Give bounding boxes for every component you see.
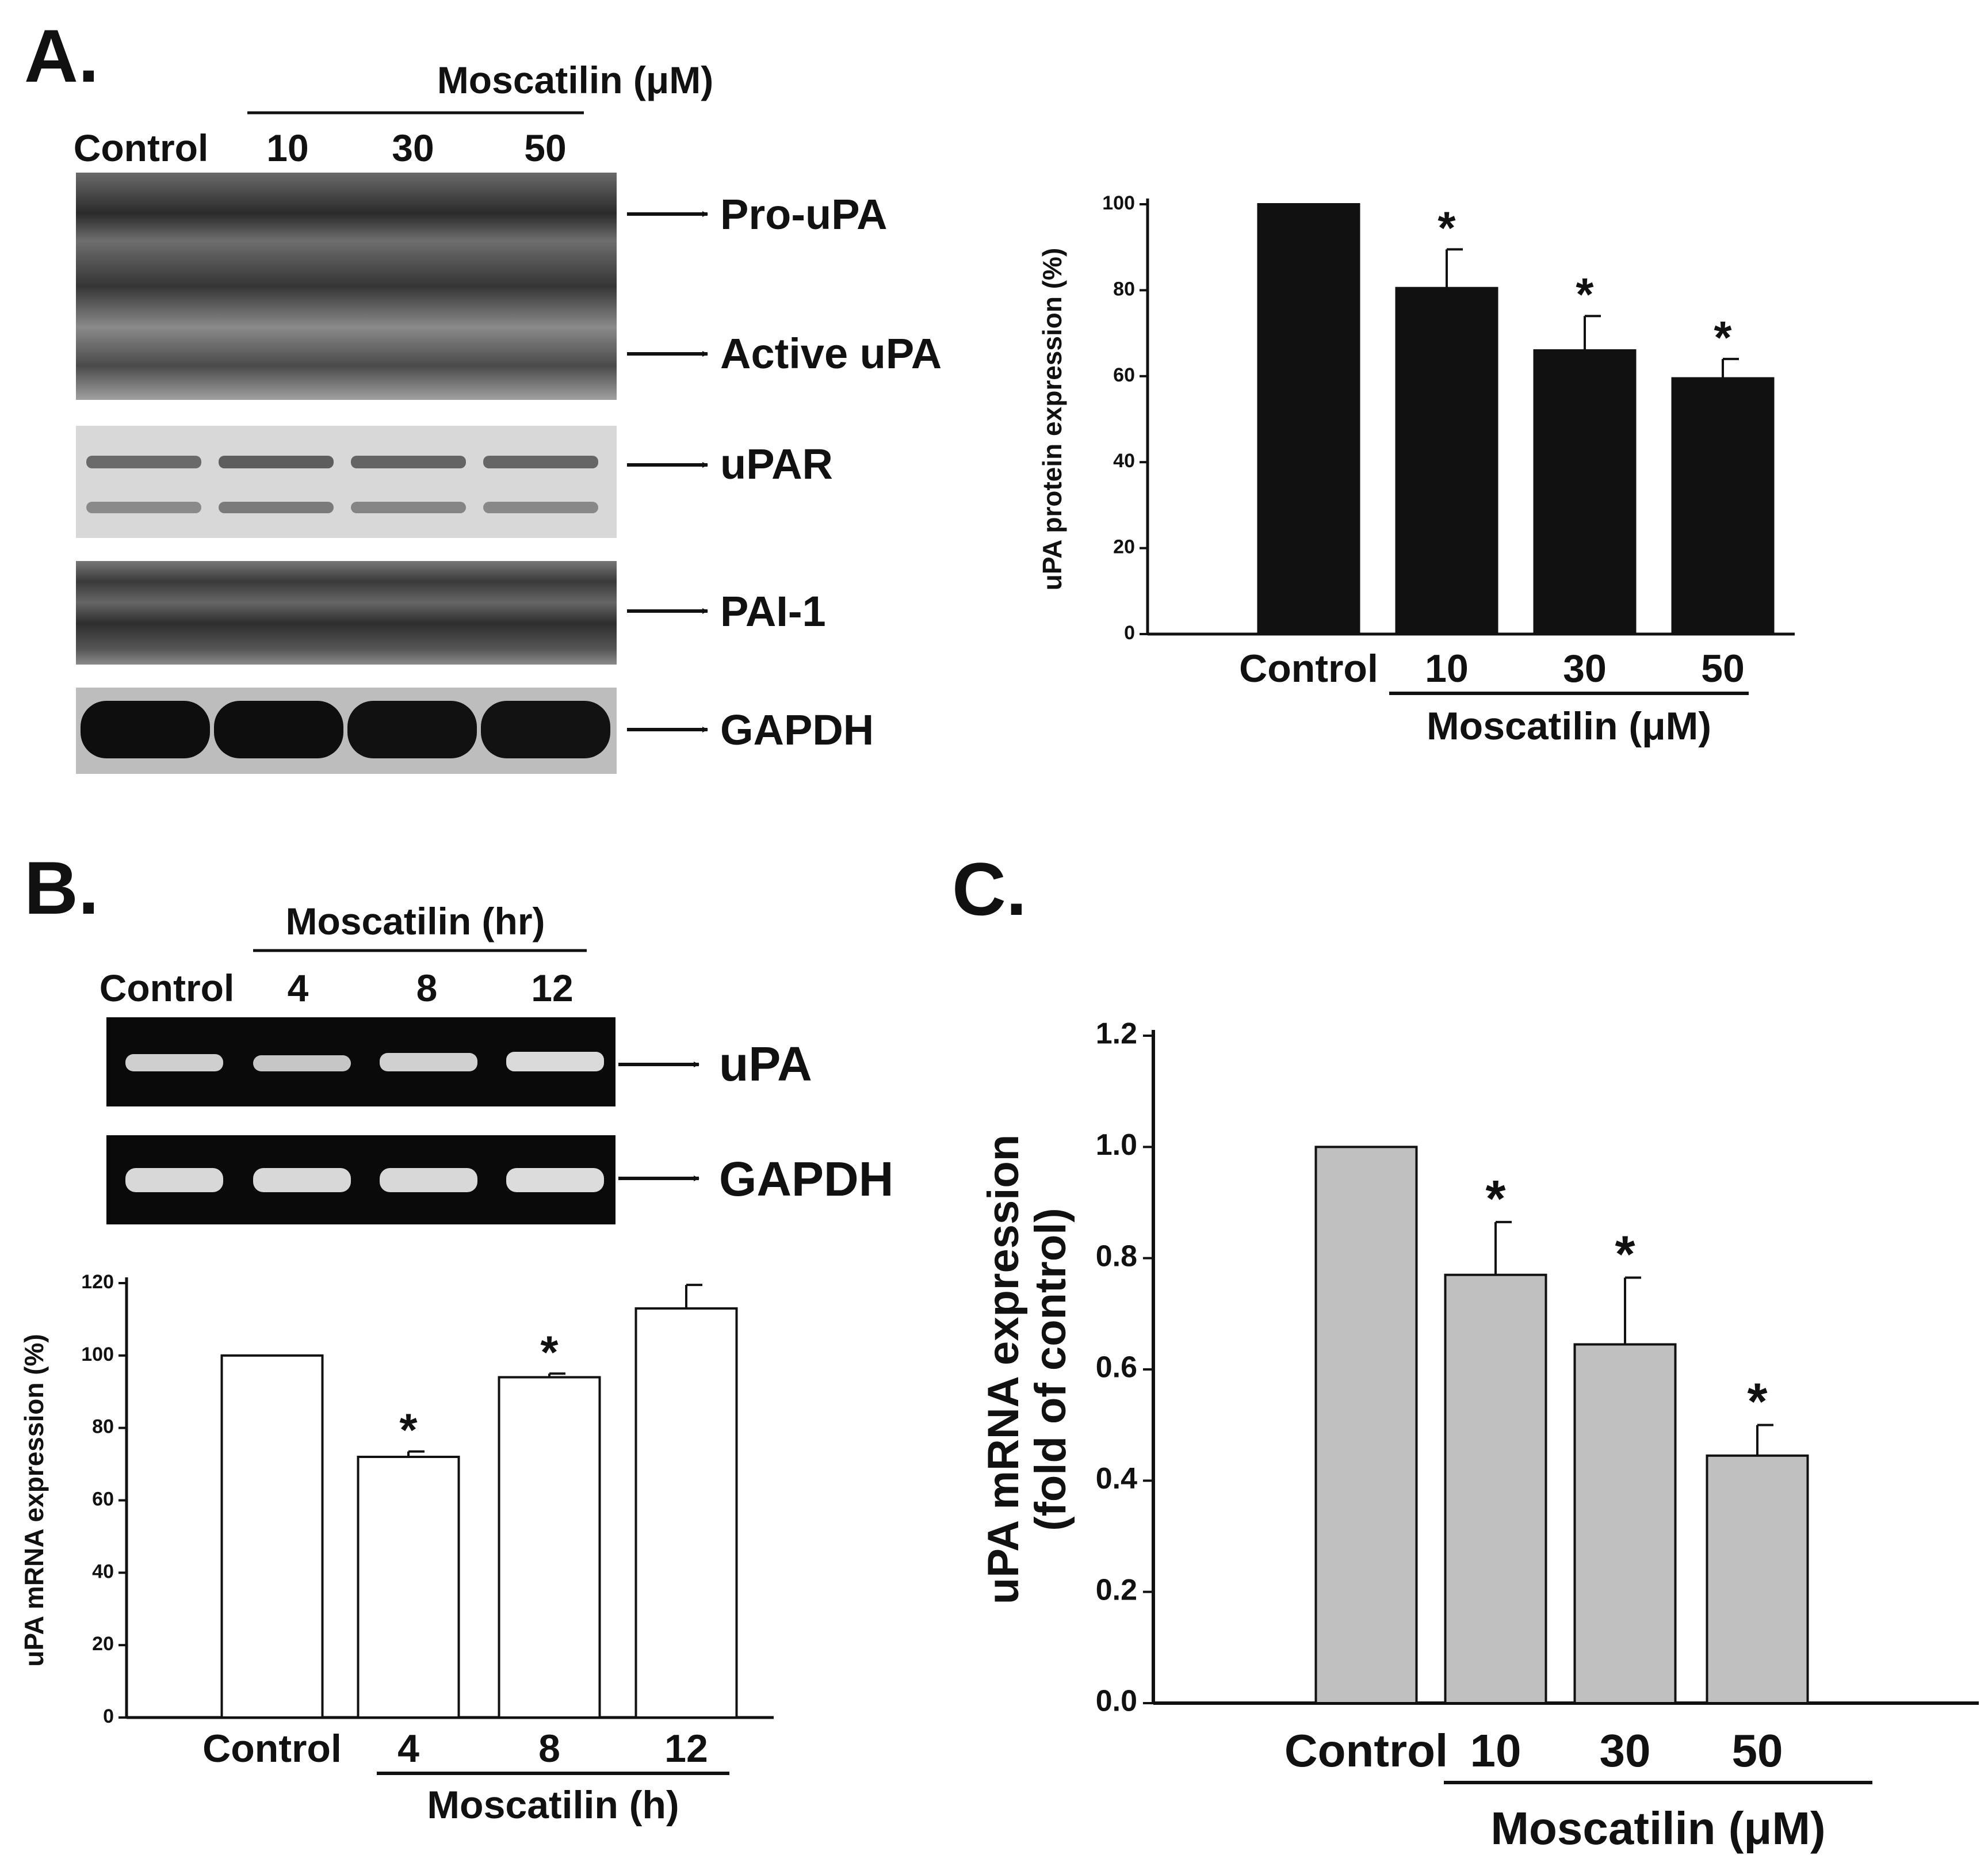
x-tick-label: 4 [397, 1727, 419, 1770]
blot-a-group-header: Moscatilin (μM) [437, 59, 713, 101]
blot-b-group-header: Moscatilin (hr) [285, 900, 545, 942]
blot-label-gapdh-b: GAPDH [719, 1152, 893, 1206]
blot-label-upar: uPAR [720, 440, 833, 488]
significance-star: * [1485, 1170, 1505, 1228]
panel-a: A. Moscatilin (μM) Control 10 30 50 [24, 14, 1795, 774]
significance-star: * [1615, 1226, 1635, 1284]
y-tick-label: 80 [1113, 278, 1135, 300]
y-tick-label: 0.6 [1096, 1351, 1137, 1384]
x-tick-label: 50 [1701, 647, 1745, 690]
panel-b-blot: Moscatilin (hr) Control 4 8 12 uPA [100, 900, 893, 1224]
blot-uPAR-image [76, 426, 617, 538]
group-label: Moscatilin (h) [427, 1783, 679, 1827]
x-tick-label: 50 [1732, 1725, 1783, 1776]
bar [1314, 1146, 1418, 1705]
blot-b-lane-12: 12 [531, 967, 573, 1009]
y-tick-label: 0.2 [1096, 1573, 1137, 1606]
bar [498, 1376, 601, 1719]
y-axis-title-line-2: (fold of control) [1026, 1208, 1075, 1531]
bar [1533, 349, 1637, 635]
bar [220, 1354, 324, 1719]
y-tick-label: 0.4 [1096, 1462, 1137, 1495]
x-tick-label: 10 [1470, 1725, 1521, 1776]
gel-uPA-bands [125, 1052, 604, 1071]
y-tick-label: 1.0 [1096, 1128, 1137, 1162]
blot-label-upa-b: uPA [719, 1037, 812, 1091]
bar [1444, 1273, 1547, 1705]
x-tick-label: 8 [538, 1727, 560, 1770]
y-tick-label: 0 [1124, 622, 1135, 644]
blot-a-lane-50: 50 [524, 127, 566, 169]
y-tick-label: 100 [81, 1344, 114, 1365]
y-tick-label: 60 [92, 1488, 114, 1510]
x-tick-label: Control [202, 1727, 342, 1770]
blot-uPA-image [76, 173, 617, 400]
significance-star: * [540, 1326, 559, 1377]
y-axis-title: uPA mRNA expression [979, 1135, 1028, 1604]
y-axis-title: uPA mRNA expression (%) [19, 1334, 49, 1667]
group-label: Moscatilin (μM) [1490, 1803, 1825, 1854]
blot-GAPDH-bands [81, 701, 610, 758]
blot-uPAR-bands [86, 456, 598, 513]
y-tick-label: 0.8 [1096, 1239, 1137, 1273]
blot-b-lane-control: Control [100, 967, 235, 1009]
x-tick-label: 30 [1563, 647, 1607, 690]
x-tick-label: Control [1239, 647, 1378, 690]
x-tick-label: Control [1284, 1725, 1448, 1776]
bar [1671, 377, 1775, 635]
y-tick-label: 0.0 [1096, 1685, 1137, 1718]
bar [1395, 287, 1498, 636]
y-tick-label: 40 [1113, 450, 1135, 472]
blot-label-pro-upa: Pro-uPA [720, 190, 888, 238]
y-tick-label: 120 [81, 1271, 114, 1293]
blot-a-lane-control: Control [74, 127, 209, 169]
y-tick-label: 1.2 [1096, 1017, 1137, 1051]
bar [1706, 1454, 1809, 1704]
x-tick-label: 30 [1600, 1725, 1651, 1776]
panel-b-letter: B. [24, 846, 99, 930]
panel-c-letter: C. [952, 847, 1027, 931]
chart-b: 0 20 40 60 80 100 120 Control * 4 * 8 12 Moscatilin (… [19, 1271, 774, 1827]
significance-star: * [1714, 312, 1732, 363]
y-tick-label: 20 [92, 1633, 114, 1655]
bar [634, 1307, 738, 1719]
group-label: Moscatilin (μM) [1427, 704, 1711, 748]
significance-star: * [1438, 202, 1456, 253]
x-tick-label: 12 [664, 1727, 708, 1770]
y-axis-title: uPA protein expression (%) [1037, 248, 1067, 591]
gel-GAPDH-bands [125, 1168, 604, 1192]
significance-star: * [1576, 269, 1594, 320]
chart-c: 0.0 0.2 0.4 0.6 0.8 1.0 1.2 Control * 10 * 30 * 50 Mos… [979, 1017, 1979, 1854]
x-tick-label: 10 [1425, 647, 1469, 690]
significance-star: * [1747, 1373, 1767, 1431]
blot-PAI-1-image [76, 561, 617, 665]
y-tick-label: 100 [1102, 192, 1135, 214]
y-tick-label: 20 [1113, 536, 1135, 558]
panel-a-letter: A. [24, 14, 99, 98]
blot-a-lane-30: 30 [392, 127, 434, 169]
bar [1573, 1343, 1677, 1704]
bar [1257, 203, 1360, 635]
y-tick-label: 60 [1113, 364, 1135, 386]
blot-label-gapdh-a: GAPDH [720, 706, 874, 754]
y-tick-label: 40 [92, 1560, 114, 1582]
panel-c: C. 0.0 0.2 0.4 0.6 0.8 1.0 1.2 Control * 10 * 30 * 50… [952, 847, 1979, 1854]
bar [357, 1456, 460, 1719]
blot-b-lane-8: 8 [416, 967, 438, 1009]
y-tick-label: 0 [103, 1705, 114, 1727]
panel-a-blot: Moscatilin (μM) Control 10 30 50 [74, 59, 942, 774]
blot-b-lane-4: 4 [288, 967, 309, 1009]
panel-b: B. Moscatilin (hr) Control 4 8 12 [19, 846, 893, 1827]
chart-a: 0 20 40 60 80 100 Control * 10 * 30 * 50 Moscatilin (… [1037, 192, 1795, 748]
blot-label-pai-1: PAI-1 [720, 587, 826, 635]
blot-a-lane-10: 10 [266, 127, 308, 169]
significance-star: * [399, 1405, 418, 1456]
blot-label-active-upa: Active uPA [720, 330, 942, 377]
y-tick-label: 80 [92, 1416, 114, 1438]
